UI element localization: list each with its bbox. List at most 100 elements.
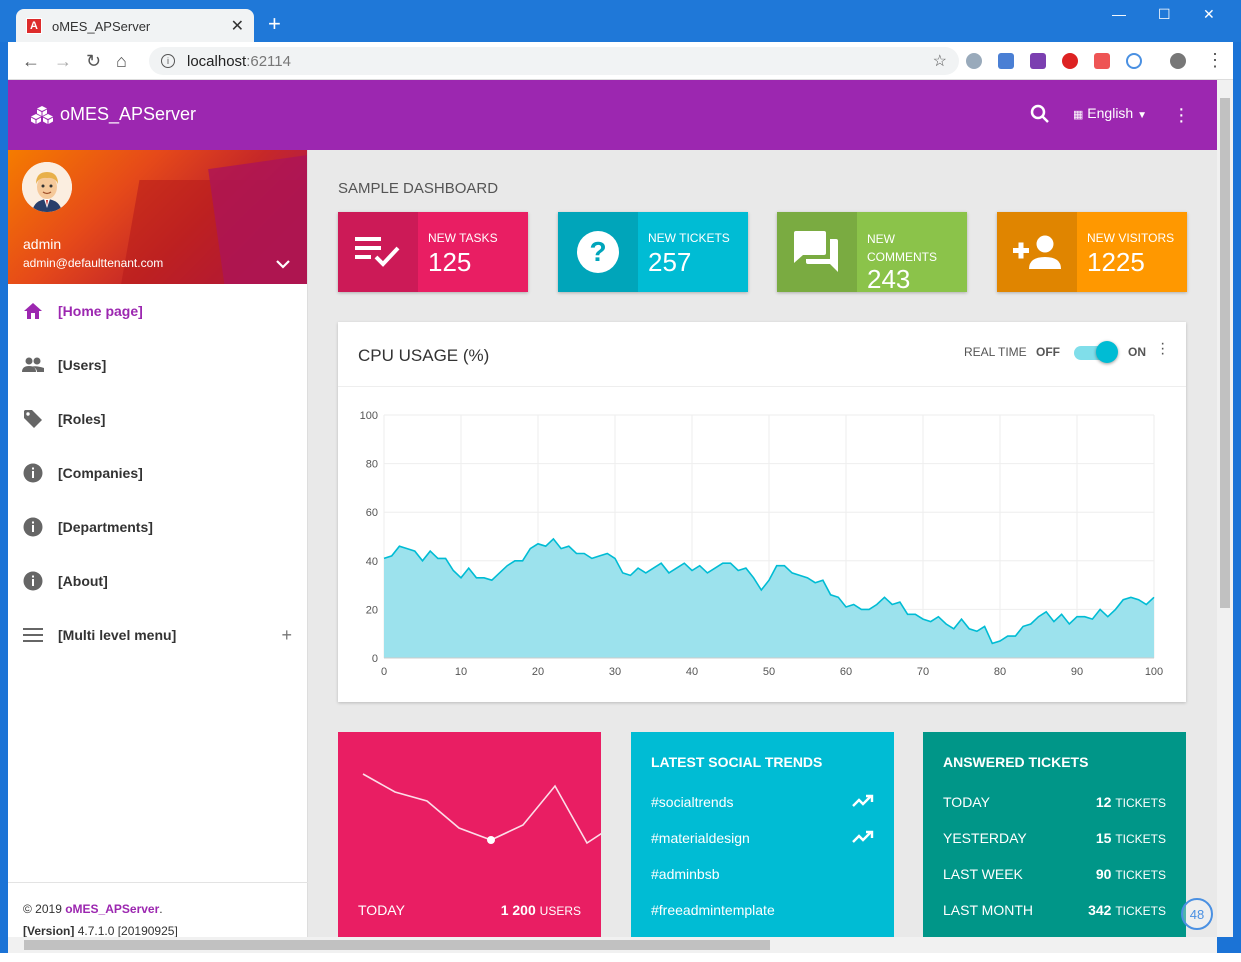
infobox-label: NEW TASKS (428, 231, 498, 245)
sidebar-item-about[interactable]: [About] (8, 554, 308, 608)
off-label: OFF (1036, 345, 1060, 359)
sidebar-footer: © 2019 oMES_APServer. [Version] 4.7.1.0 … (8, 882, 308, 937)
brand[interactable]: oMES_APServer (30, 104, 196, 125)
y-tick-label: 40 (366, 556, 378, 568)
infobox-label: NEW TICKETS (648, 231, 730, 245)
trending-up-icon (852, 830, 874, 843)
sidebar-item-label: [Departments] (58, 519, 153, 535)
user-email: admin@defaulttenant.com (23, 256, 164, 270)
sidebar-item-label: [Users] (58, 357, 107, 373)
onenote-extension-icon[interactable] (1030, 53, 1046, 69)
site-info-icon[interactable]: i (161, 54, 175, 68)
cpu-usage-chart: 0 20 40 60 80 100 0 10 20 30 40 50 60 70 80 90 100 (360, 410, 1164, 678)
user-name: admin (23, 236, 62, 252)
bookmark-star-icon[interactable]: ☆ (932, 53, 947, 70)
x-tick-label: 70 (917, 666, 929, 678)
sidebar-item-companies[interactable]: [Companies] (8, 446, 308, 500)
user-menu-chevron-icon[interactable] (276, 256, 290, 272)
profile-avatar-icon[interactable] (1170, 53, 1186, 69)
list-item[interactable]: #socialtrends (651, 794, 874, 810)
translate-extension-icon[interactable] (998, 53, 1014, 69)
y-tick-label: 60 (366, 507, 378, 519)
x-tick-label: 10 (455, 666, 467, 678)
x-tick-label: 40 (686, 666, 698, 678)
y-tick-label: 100 (360, 410, 378, 422)
infobox-value: 257 (648, 247, 692, 277)
card-title: LATEST SOCIAL TRENDS (651, 754, 823, 770)
list-item[interactable]: #adminbsb (651, 866, 720, 882)
sparkline-path (362, 773, 601, 845)
horizontal-scrollbar[interactable] (8, 937, 1217, 953)
list-item: YESTERDAY 15 TICKETS (943, 830, 1166, 846)
users-count: 1 200 USERS (500, 902, 581, 918)
more-vert-icon[interactable]: · · · (1178, 98, 1185, 132)
sidebar-item-multi-level[interactable]: [Multi level menu] + (8, 608, 308, 662)
card-title: CPU USAGE (%) (358, 346, 490, 365)
page-title: SAMPLE DASHBOARD (338, 180, 499, 197)
tab-title: oMES_APServer (52, 18, 151, 34)
forward-icon[interactable]: → (54, 51, 72, 71)
sidebar-item-label: [Home page] (58, 303, 143, 319)
app-viewport: oMES_APServer ▦ English ▼ · · · (8, 80, 1217, 937)
vertical-scrollbar[interactable] (1217, 80, 1233, 937)
sidebar-item-users[interactable]: [Users] (8, 338, 308, 392)
maximize-icon[interactable]: ☐ (1158, 6, 1171, 22)
infobox-label: NEW VISITORS (1087, 231, 1175, 245)
avatar[interactable] (22, 162, 72, 212)
sidebar-item-departments[interactable]: [Departments] (8, 500, 308, 554)
sidebar-item-label: [About] (58, 573, 108, 589)
info-icon (22, 570, 44, 592)
browser-titlebar: A oMES_APServer ✕ + — ☐ ✕ (0, 0, 1241, 43)
search-icon[interactable] (1030, 104, 1050, 124)
switch-knob[interactable] (1096, 341, 1118, 363)
card-title: ANSWERED TICKETS (943, 754, 1089, 770)
chrome-menu-icon[interactable]: ⋮ (1206, 50, 1224, 70)
sidebar-item-roles[interactable]: [Roles] (8, 392, 308, 446)
reload-icon[interactable]: ↻ (86, 51, 102, 71)
floating-badge[interactable]: 48 (1181, 898, 1213, 930)
home-browser-icon[interactable]: ⌂ (116, 51, 127, 71)
sidebar-item-label: [Roles] (58, 411, 106, 427)
new-tab-button[interactable]: + (268, 11, 281, 36)
users-today-row: TODAY 1 200 USERS (358, 902, 581, 918)
sidebar-item-label: [Multi level menu] (58, 627, 177, 643)
sparkline-point (487, 836, 495, 844)
sidebar-item-home[interactable]: [Home page] (8, 284, 308, 338)
forum-icon (777, 212, 857, 292)
y-tick-label: 20 (366, 604, 378, 616)
infobox-new-comments[interactable]: NEW COMMENTS 243 (777, 212, 967, 294)
infobox-new-tickets[interactable]: ? NEW TICKETS 257 (558, 212, 748, 292)
infobox-new-tasks[interactable]: NEW TASKS 125 (338, 212, 528, 292)
x-tick-label: 100 (1145, 666, 1163, 678)
minimize-icon[interactable]: — (1112, 6, 1126, 22)
people-icon (22, 354, 44, 376)
url-text: localhost:62114 (187, 52, 291, 70)
language-selector[interactable]: ▦ English ▼ (1073, 105, 1147, 121)
x-tick-label: 80 (994, 666, 1006, 678)
close-window-icon[interactable]: ✕ (1203, 6, 1215, 22)
back-icon[interactable]: ← (22, 51, 40, 71)
list-item[interactable]: #materialdesign (651, 830, 874, 846)
chat-extension-icon[interactable] (1126, 53, 1142, 69)
adblock-extension-icon[interactable] (1062, 53, 1078, 69)
shopping-extension-icon[interactable] (1094, 53, 1110, 69)
close-tab-icon[interactable]: ✕ (230, 18, 244, 35)
version: [Version] 4.7.1.0 [20190925] (23, 924, 178, 937)
users-sparkline (362, 773, 601, 845)
svg-text:?: ? (589, 236, 606, 267)
card-menu-icon[interactable]: · · · (1160, 335, 1166, 362)
tag-icon (22, 408, 44, 430)
person-add-icon (997, 212, 1077, 292)
copyright: © 2019 oMES_APServer. (23, 902, 163, 916)
expand-plus-icon[interactable]: + (281, 624, 292, 645)
address-bar[interactable]: i localhost:62114 ☆ (149, 47, 959, 75)
x-tick-label: 60 (840, 666, 852, 678)
realtime-label: REAL TIME (964, 345, 1027, 359)
list-item: LAST WEEK 90 TICKETS (943, 866, 1166, 882)
cubes-icon (31, 105, 53, 124)
extension-icon[interactable] (966, 53, 982, 69)
browser-tab[interactable]: A oMES_APServer ✕ (16, 9, 254, 43)
uk-flag-icon: ▦ (1073, 109, 1084, 121)
list-item[interactable]: #freeadmintemplate (651, 902, 775, 918)
infobox-new-visitors[interactable]: NEW VISITORS 1225 (997, 212, 1187, 292)
